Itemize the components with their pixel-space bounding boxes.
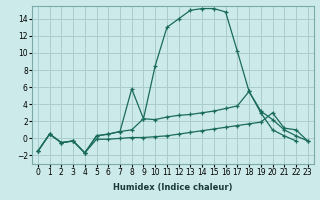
X-axis label: Humidex (Indice chaleur): Humidex (Indice chaleur)	[113, 183, 233, 192]
